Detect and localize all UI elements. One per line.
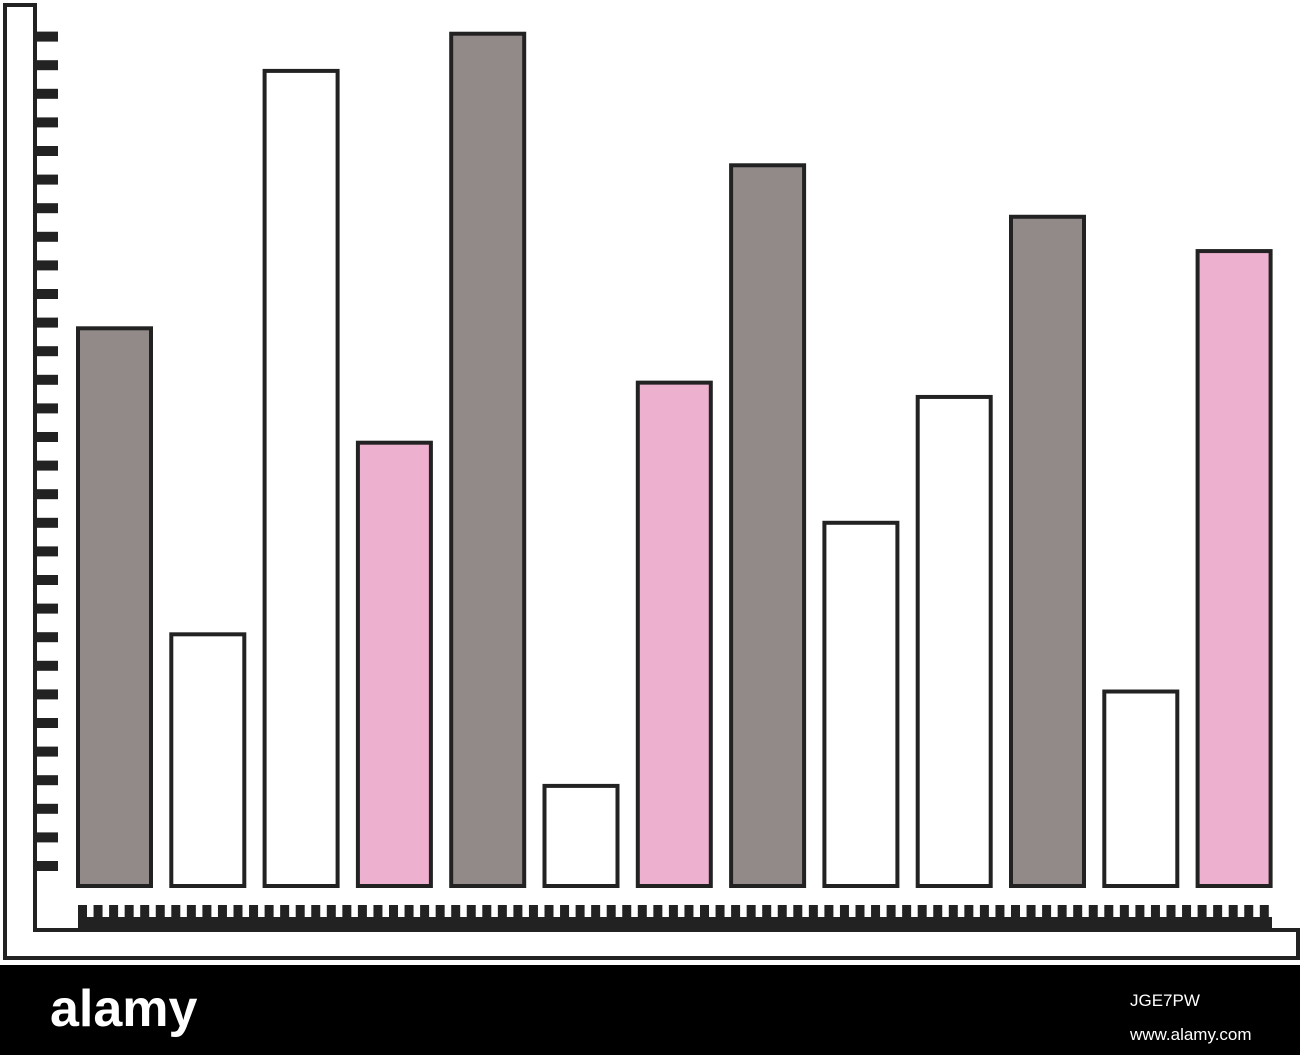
bar xyxy=(262,68,340,888)
axis-deco-tick xyxy=(37,517,58,528)
axis-deco-tick xyxy=(37,231,58,242)
bar xyxy=(915,394,993,888)
bar xyxy=(1195,249,1273,888)
axis-ticks xyxy=(37,31,1272,929)
axis-deco-tick xyxy=(37,660,58,671)
axis-deco-tick xyxy=(37,260,58,271)
axis-deco-tick xyxy=(37,403,58,414)
axis-deco-tick xyxy=(37,374,58,385)
axis-deco-tick xyxy=(37,174,58,185)
axis-deco-base xyxy=(78,917,1272,929)
axis-deco-tick xyxy=(37,489,58,500)
watermark-bar xyxy=(0,965,1300,1055)
bar xyxy=(76,326,153,888)
bar xyxy=(1009,214,1086,888)
axis-deco-tick xyxy=(37,460,58,471)
bar xyxy=(355,440,433,888)
axis-deco-tick xyxy=(37,575,58,585)
axis-deco-tick xyxy=(37,88,58,99)
bar xyxy=(635,380,713,888)
image-id: JGE7PW xyxy=(1130,991,1200,1010)
axis-deco-tick xyxy=(37,861,58,871)
axis-deco-tick xyxy=(37,146,58,156)
axis-deco-tick xyxy=(37,546,58,557)
axis-deco-tick xyxy=(37,317,58,328)
bar xyxy=(169,632,247,888)
bar xyxy=(1102,689,1180,889)
axis-deco-tick xyxy=(37,718,58,728)
watermark-url: www.alamy.com xyxy=(1129,1025,1252,1044)
axis-deco-tick xyxy=(37,60,58,71)
axis-deco-tick xyxy=(37,775,58,786)
bar xyxy=(449,31,527,889)
axis-deco-tick xyxy=(37,31,58,42)
axis-deco-tick xyxy=(37,803,58,814)
axis-deco-tick xyxy=(37,746,58,757)
bar xyxy=(822,520,900,889)
axis-deco-tick xyxy=(37,632,58,643)
axis-deco-tick xyxy=(37,203,58,214)
axis-frame xyxy=(3,3,1300,960)
bars xyxy=(76,31,1273,889)
axis-deco-tick xyxy=(37,832,58,843)
bar xyxy=(729,163,807,888)
bar xyxy=(542,783,620,889)
axis-deco-tick xyxy=(37,117,58,128)
watermark-logo: alamy xyxy=(50,980,198,1038)
axis-deco-tick xyxy=(37,289,58,299)
axis-deco-tick xyxy=(37,346,58,357)
axis-deco-tick xyxy=(37,432,58,442)
axis-deco-tick xyxy=(37,603,58,614)
axis-deco-tick xyxy=(37,689,58,700)
